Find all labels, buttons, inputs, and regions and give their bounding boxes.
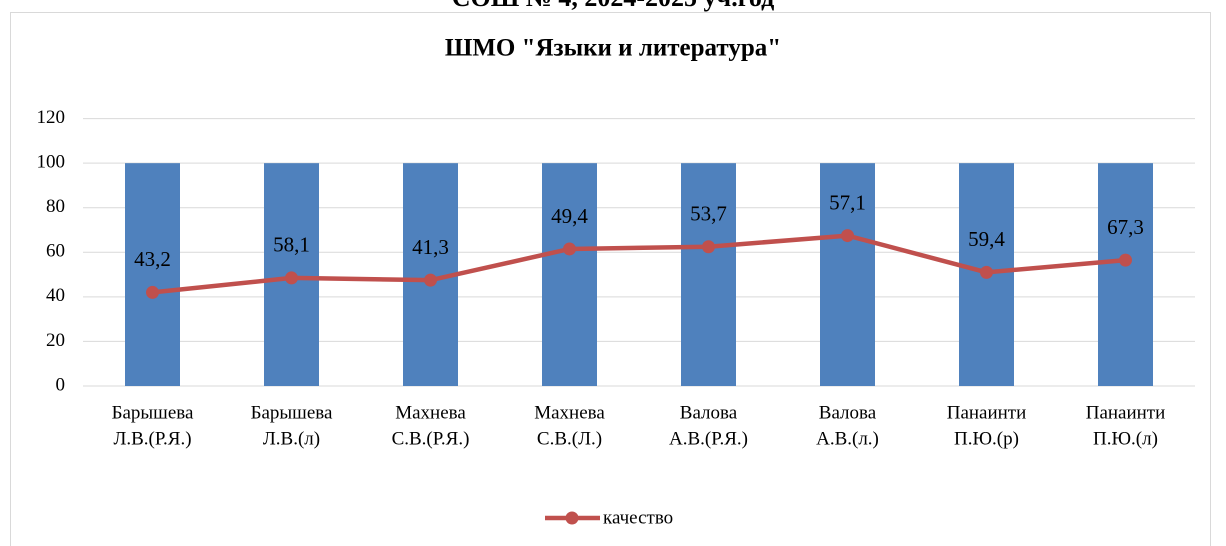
x-tick-label: Барышева <box>112 402 194 423</box>
x-tick-label: С.В.(Р.Я.) <box>392 428 470 449</box>
marker <box>146 285 159 299</box>
data-label: 59,4 <box>968 227 1005 251</box>
y-tick-label: 100 <box>37 152 66 173</box>
marker <box>980 265 993 279</box>
data-label: 53,7 <box>690 202 727 226</box>
chart-frame <box>10 12 1211 546</box>
marker <box>424 273 437 287</box>
y-tick-label: 60 <box>46 241 65 262</box>
x-tick-label: Валова <box>680 402 738 423</box>
marker <box>841 229 854 243</box>
bar <box>1098 163 1153 386</box>
x-tick-label: А.В.(л.) <box>816 428 879 449</box>
x-tick-label: Л.В.(Р.Я.) <box>113 428 191 449</box>
x-tick-label: Махнева <box>395 402 466 423</box>
marker <box>702 240 715 254</box>
data-label: 57,1 <box>829 190 866 214</box>
data-label: 49,4 <box>551 204 588 228</box>
x-tick-label: П.Ю.(р) <box>954 428 1019 449</box>
bar <box>820 163 875 386</box>
data-label: 58,1 <box>273 233 310 257</box>
marker <box>563 242 576 256</box>
x-tick-label: Барышева <box>251 402 333 423</box>
x-tick-label: Л.В.(л) <box>263 428 320 449</box>
x-tick-label: Панаинти <box>1086 402 1166 423</box>
data-label: 41,3 <box>412 235 449 259</box>
x-tick-label: Махнева <box>534 402 605 423</box>
y-tick-label: 20 <box>46 330 65 351</box>
chart-title: ШМО "Языки и литература" <box>445 35 781 62</box>
y-tick-label: 120 <box>37 107 66 128</box>
y-tick-label: 40 <box>46 285 65 306</box>
y-tick-label: 0 <box>56 374 66 395</box>
x-tick-label: Панаинти <box>947 402 1027 423</box>
page-header: СОШ № 4, 2024-2025 уч.год <box>452 0 775 12</box>
x-tick-label: П.Ю.(л) <box>1093 428 1158 449</box>
bar <box>542 163 597 386</box>
x-tick-label: А.В.(Р.Я.) <box>669 428 748 449</box>
x-tick-label: С.В.(Л.) <box>537 428 602 449</box>
y-tick-label: 80 <box>46 196 65 217</box>
marker <box>1119 253 1132 267</box>
bar <box>681 163 736 386</box>
data-label: 43,2 <box>134 247 171 271</box>
bar <box>125 163 180 386</box>
line <box>152 233 1126 295</box>
data-label: 67,3 <box>1107 215 1144 239</box>
legend-label: качество <box>603 507 673 528</box>
marker <box>285 271 298 285</box>
legend-marker <box>565 511 579 525</box>
x-tick-label: Валова <box>819 402 877 423</box>
